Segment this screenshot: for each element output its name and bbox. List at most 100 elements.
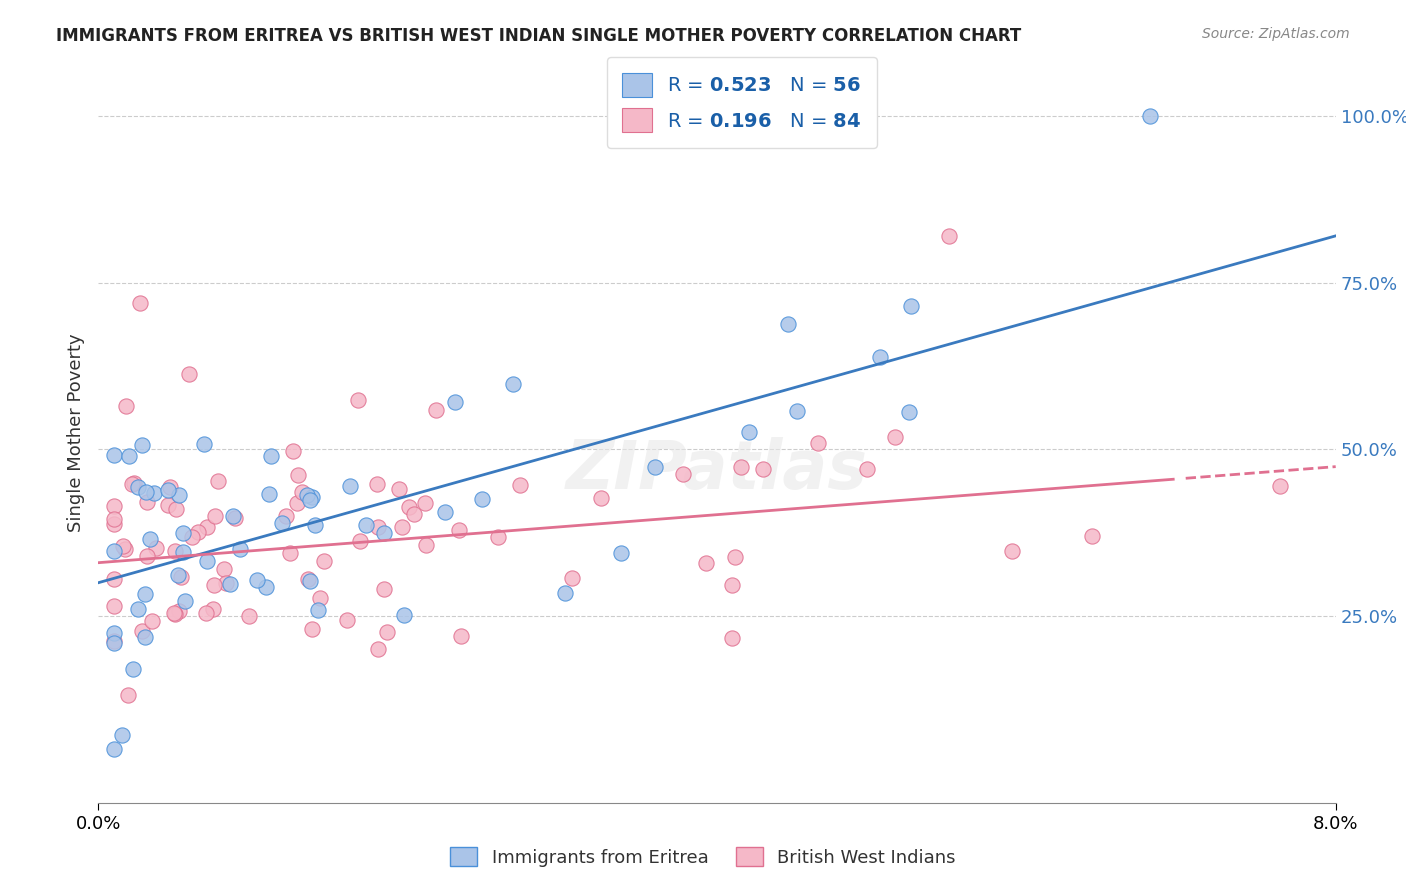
Point bbox=[103, 634, 125, 648]
Point bbox=[312, 554, 335, 568]
Point bbox=[433, 505, 456, 519]
Point bbox=[187, 525, 209, 540]
Point bbox=[135, 484, 157, 499]
Point bbox=[103, 742, 125, 756]
Point bbox=[339, 479, 361, 493]
Point bbox=[297, 572, 319, 586]
Point bbox=[121, 477, 143, 491]
Point bbox=[103, 544, 125, 558]
Point bbox=[156, 483, 179, 497]
Point bbox=[122, 475, 145, 490]
Point bbox=[142, 485, 165, 500]
Point bbox=[301, 490, 323, 504]
Point bbox=[172, 545, 194, 559]
Point bbox=[218, 577, 240, 591]
Point bbox=[174, 594, 197, 608]
Point bbox=[373, 582, 395, 597]
Point bbox=[388, 482, 411, 496]
Point bbox=[180, 530, 202, 544]
Point bbox=[246, 573, 269, 587]
Point bbox=[131, 438, 153, 452]
Point bbox=[554, 586, 576, 600]
Point bbox=[157, 498, 180, 512]
Point bbox=[167, 488, 190, 502]
Y-axis label: Single Mother Poverty: Single Mother Poverty bbox=[66, 334, 84, 532]
Point bbox=[738, 425, 761, 439]
Point bbox=[560, 570, 582, 584]
Point bbox=[117, 689, 139, 703]
Point bbox=[114, 399, 136, 413]
Point bbox=[165, 544, 187, 558]
Point bbox=[291, 485, 314, 500]
Point bbox=[202, 578, 225, 592]
Point bbox=[509, 477, 531, 491]
Point bbox=[281, 443, 304, 458]
Point bbox=[354, 518, 377, 533]
Point bbox=[869, 350, 891, 364]
Point bbox=[103, 599, 125, 613]
Point bbox=[141, 614, 163, 628]
Point bbox=[224, 511, 246, 525]
Point bbox=[367, 641, 389, 656]
Point bbox=[134, 630, 156, 644]
Point bbox=[309, 591, 332, 606]
Point bbox=[447, 524, 470, 538]
Point bbox=[195, 519, 218, 533]
Point bbox=[301, 622, 323, 636]
Point bbox=[1268, 479, 1291, 493]
Point bbox=[136, 549, 159, 563]
Point bbox=[127, 601, 149, 615]
Point bbox=[391, 519, 413, 533]
Point bbox=[720, 578, 742, 592]
Point bbox=[938, 228, 960, 243]
Text: ZIPatlas: ZIPatlas bbox=[567, 437, 868, 502]
Point bbox=[502, 376, 524, 391]
Point bbox=[114, 542, 136, 557]
Point bbox=[471, 492, 494, 507]
Point bbox=[254, 580, 277, 594]
Point bbox=[170, 570, 193, 584]
Point bbox=[136, 495, 159, 509]
Point bbox=[202, 601, 225, 615]
Point bbox=[392, 608, 415, 623]
Point bbox=[127, 480, 149, 494]
Point bbox=[117, 449, 139, 463]
Point bbox=[204, 508, 226, 523]
Point bbox=[807, 436, 830, 450]
Point bbox=[589, 491, 612, 505]
Point bbox=[159, 480, 181, 494]
Point bbox=[122, 662, 145, 676]
Point bbox=[228, 541, 250, 556]
Point bbox=[695, 556, 717, 570]
Point bbox=[486, 530, 509, 544]
Point bbox=[724, 549, 747, 564]
Point bbox=[415, 538, 437, 552]
Point bbox=[215, 575, 238, 590]
Point bbox=[134, 587, 156, 601]
Point bbox=[373, 526, 395, 541]
Point bbox=[1139, 109, 1161, 123]
Point bbox=[444, 395, 467, 409]
Point bbox=[179, 367, 201, 381]
Point bbox=[103, 448, 125, 462]
Point bbox=[671, 467, 693, 481]
Point bbox=[299, 574, 322, 588]
Legend: R = $\mathbf{0.523}$   N = $\mathbf{56}$, R = $\mathbf{0.196}$   N = $\mathbf{84: R = $\mathbf{0.523}$ N = $\mathbf{56}$, … bbox=[607, 57, 877, 147]
Point bbox=[145, 541, 167, 555]
Point bbox=[195, 607, 218, 621]
Point bbox=[222, 509, 245, 524]
Point bbox=[720, 631, 742, 645]
Point bbox=[139, 533, 162, 547]
Point bbox=[103, 517, 125, 532]
Point bbox=[163, 607, 186, 621]
Point bbox=[167, 604, 190, 618]
Point bbox=[111, 728, 134, 742]
Point bbox=[900, 299, 922, 313]
Point bbox=[730, 460, 752, 475]
Point bbox=[897, 405, 920, 419]
Point bbox=[367, 519, 389, 533]
Point bbox=[103, 572, 125, 586]
Point bbox=[786, 404, 808, 418]
Point bbox=[304, 517, 326, 532]
Point bbox=[212, 562, 235, 576]
